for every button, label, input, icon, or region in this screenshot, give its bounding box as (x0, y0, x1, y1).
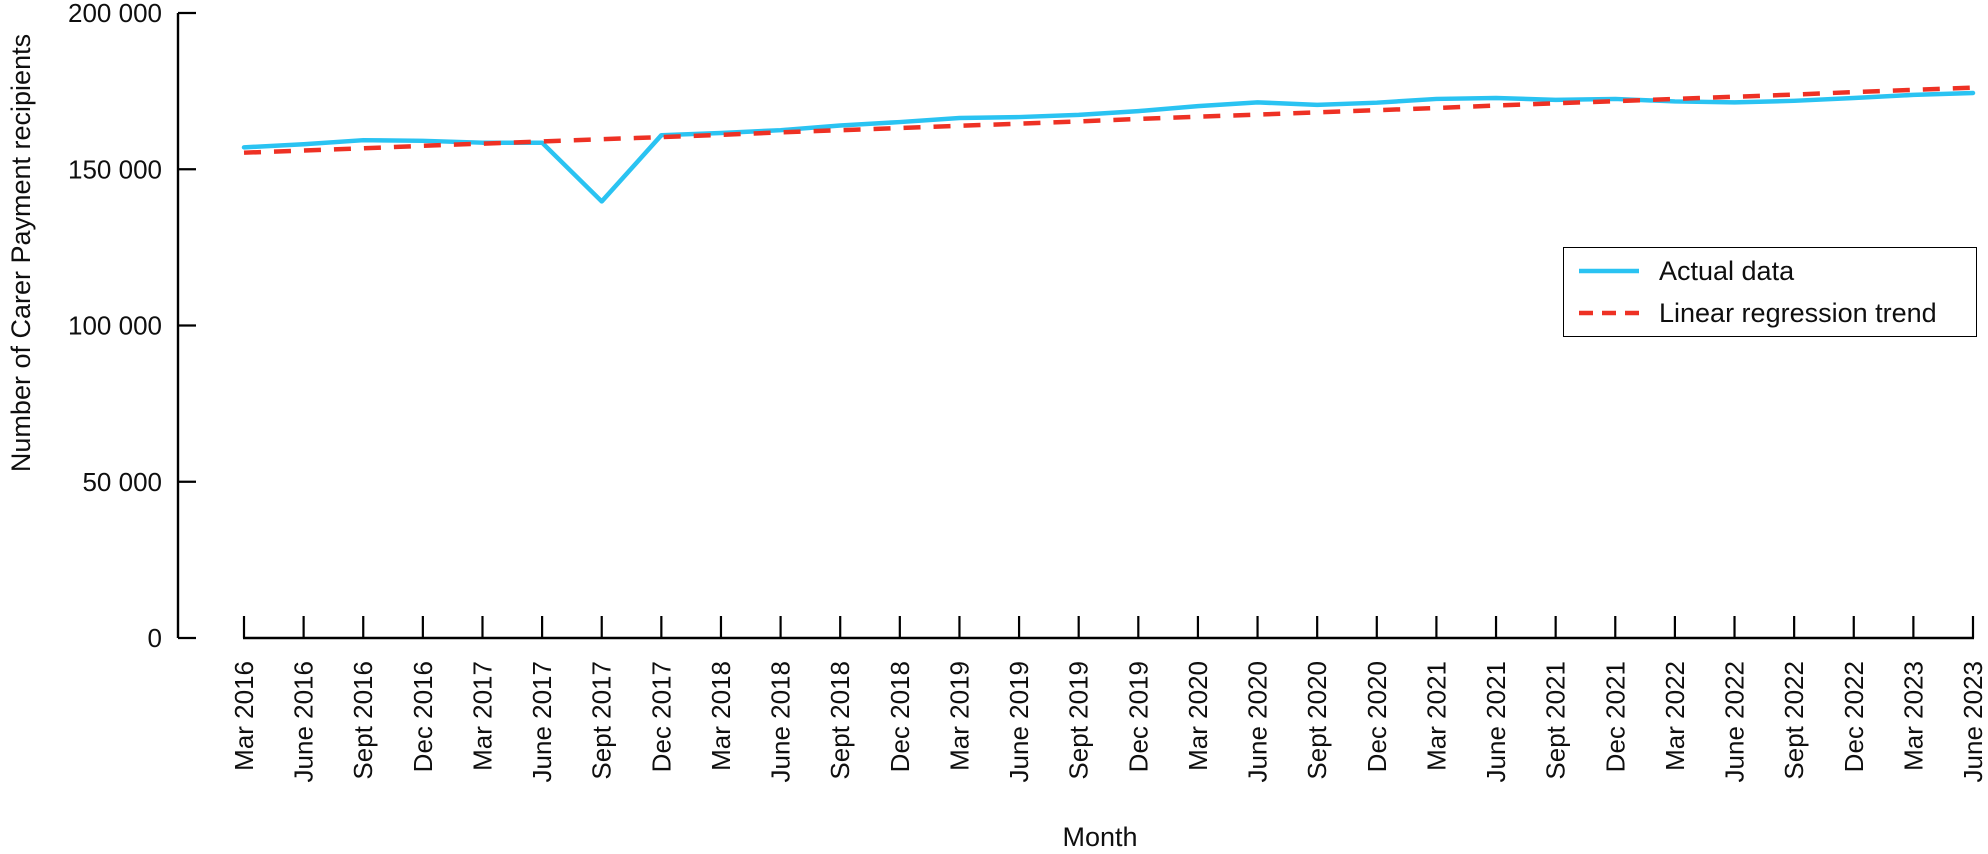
x-tick-label: Mar 2017 (467, 661, 497, 771)
x-tick-label: Dec 2017 (646, 661, 676, 772)
actual-data-series (241, 90, 1976, 204)
y-tick-label: 200 000 (68, 0, 162, 28)
x-tick-label: Sept 2016 (348, 661, 378, 780)
y-tick-label: 50 000 (82, 467, 162, 497)
x-tick-label: Mar 2016 (229, 661, 259, 771)
x-tick-label: Sept 2020 (1302, 661, 1332, 780)
y-axis-title: Number of Carer Payment recipients (6, 34, 36, 472)
x-tick-label: June 2022 (1720, 661, 1750, 782)
x-axis-tick-labels: Mar 2016 June 2016 Sept 2016 Dec 2016 Mar 20… (229, 661, 1988, 782)
legend: Actual data Linear regression trend (1563, 247, 1977, 337)
x-tick-label: Sept 2021 (1541, 661, 1571, 780)
x-axis-ticks (242, 616, 1975, 638)
x-tick-label: Mar 2022 (1660, 661, 1690, 771)
x-tick-label: June 2023 (1958, 661, 1988, 782)
x-tick-label: June 2018 (766, 661, 796, 782)
x-tick-label: June 2016 (289, 661, 319, 782)
x-tick-label: Mar 2018 (706, 661, 736, 771)
x-tick-label: Dec 2021 (1600, 661, 1630, 772)
y-axis: 0 50 000 100 000 150 000 200 000 (68, 0, 196, 653)
x-tick-label: June 2020 (1243, 661, 1273, 782)
x-tick-label: Sept 2017 (587, 661, 617, 780)
x-tick-label: Dec 2019 (1123, 661, 1153, 772)
trend-line-swatch (1579, 310, 1639, 316)
y-axis-ticks (178, 11, 196, 640)
x-tick-label: Sept 2019 (1064, 661, 1094, 780)
x-axis: Mar 2016 June 2016 Sept 2016 Dec 2016 Mar 20… (229, 616, 1988, 782)
y-axis-tick-labels: 0 50 000 100 000 150 000 200 000 (68, 0, 162, 653)
x-tick-label: June 2019 (1004, 661, 1034, 782)
y-tick-label: 100 000 (68, 311, 162, 341)
x-tick-label: Dec 2020 (1362, 661, 1392, 772)
legend-item-trend: Linear regression trend (1578, 294, 1976, 332)
x-tick-label: Mar 2021 (1421, 661, 1451, 771)
x-axis-title: Month (1062, 822, 1137, 852)
legend-label-trend: Linear regression trend (1659, 297, 1937, 328)
actual-line-swatch (1579, 268, 1639, 274)
x-tick-label: Dec 2016 (408, 661, 438, 772)
x-tick-label: Mar 2019 (944, 661, 974, 771)
x-tick-label: Dec 2022 (1839, 661, 1869, 772)
trend-line-series (243, 85, 1974, 155)
x-tick-label: June 2017 (527, 661, 557, 782)
x-tick-label: Mar 2020 (1183, 661, 1213, 771)
legend-item-actual: Actual data (1578, 252, 1976, 290)
x-tick-label: Sept 2018 (825, 661, 855, 780)
x-tick-label: Sept 2022 (1779, 661, 1809, 780)
legend-label-actual: Actual data (1659, 255, 1795, 286)
x-tick-label: June 2021 (1481, 661, 1511, 782)
y-tick-label: 150 000 (68, 154, 162, 184)
x-tick-label: Mar 2023 (1898, 661, 1928, 771)
y-tick-label: 0 (148, 623, 162, 653)
x-tick-label: Dec 2018 (885, 661, 915, 772)
